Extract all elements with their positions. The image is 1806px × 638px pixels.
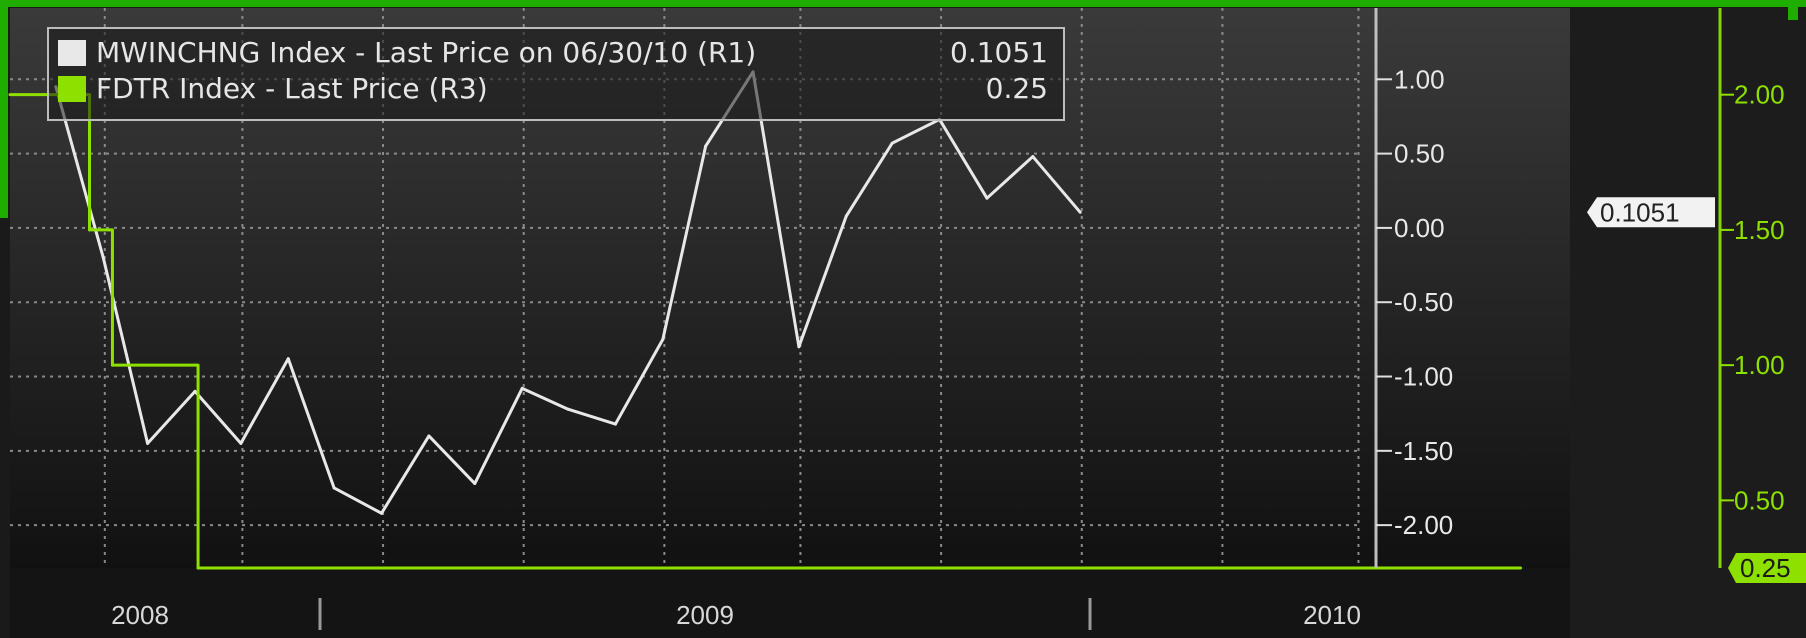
legend-swatch-fdtr [58,76,86,102]
grid-layer [10,8,1362,568]
legend-label-fdtr: FDTR Index - Last Price (R3) [96,72,488,105]
data-point-fdtr [107,228,111,232]
r3-tick-label: 1.00 [1734,350,1785,380]
data-point-fdtr [196,566,200,570]
x-axis-band [10,568,1570,638]
right-frame-marker [1788,0,1798,20]
data-point-mwinchng [1078,210,1082,214]
right-axis-band [1570,8,1806,638]
last-value-tag-mwinchng [1587,197,1715,228]
last-value-label-mwinchng: 0.1051 [1600,197,1680,227]
data-point-mwinchng [566,407,570,411]
data-point-mwinchng [380,511,384,515]
data-point-mwinchng [193,389,197,393]
data-point-mwinchng [332,486,336,490]
last-value-label-fdtr: 0.25 [1740,553,1791,583]
data-point-mwinchng [146,441,150,445]
data-point-mwinchng [101,256,105,260]
data-point-mwinchng [890,141,894,145]
r1-tick-label: -1.50 [1394,436,1453,466]
data-point-mwinchng [613,422,617,426]
data-point-mwinchng [661,337,665,341]
x-tick-label: 2008 [111,600,169,630]
r3-tick-label: 2.00 [1734,80,1785,110]
axis-layer: 1.00 0.50 0.00 -0.50 -1.00 -1.50 -2.00 2.00 1.50… [111,8,1806,630]
r1-tick-label: -2.00 [1394,510,1453,540]
data-point-mwinchng [844,214,848,218]
r3-tick-label: 1.50 [1734,215,1785,245]
data-point-mwinchng [286,357,290,361]
last-value-tag-fdtr [1728,553,1806,583]
legend-label-mwinchng: MWINCHNG Index - Last Price on 06/30/10 … [96,36,756,69]
legend: MWINCHNG Index - Last Price on 06/30/10 … [47,27,1065,121]
data-point-mwinchng [239,441,243,445]
data-point-mwinchng [520,386,524,390]
r1-tick-label: 1.00 [1394,64,1445,94]
legend-value-fdtr: 0.25 [986,72,1048,105]
r1-tick-label: 0.00 [1394,213,1445,243]
r3-tick-label: 0.50 [1734,485,1785,515]
legend-box [47,27,1065,121]
data-point-mwinchng [1031,155,1035,159]
data-point-mwinchng [427,434,431,438]
data-point-mwinchng [704,144,708,148]
x-tick-label: 2010 [1303,600,1361,630]
data-point-fdtr [110,363,114,367]
data-point-mwinchng [473,482,477,486]
r1-tick-label: -0.50 [1394,287,1453,317]
data-point-mwinchng [985,196,989,200]
data-point-fdtr [8,93,12,97]
r1-tick-label: -1.00 [1394,362,1453,392]
legend-value-mwinchng: 0.1051 [950,36,1048,69]
left-frame-marker [0,0,8,218]
data-point-fdtr [193,363,197,367]
data-point-fdtr [88,228,92,232]
legend-swatch-mwinchng [58,40,86,66]
x-tick-label: 2009 [676,600,734,630]
data-point-fdtr [1519,566,1523,570]
data-point-mwinchng [797,345,801,349]
r1-tick-label: 0.50 [1394,139,1445,169]
top-frame-line [0,0,1806,7]
